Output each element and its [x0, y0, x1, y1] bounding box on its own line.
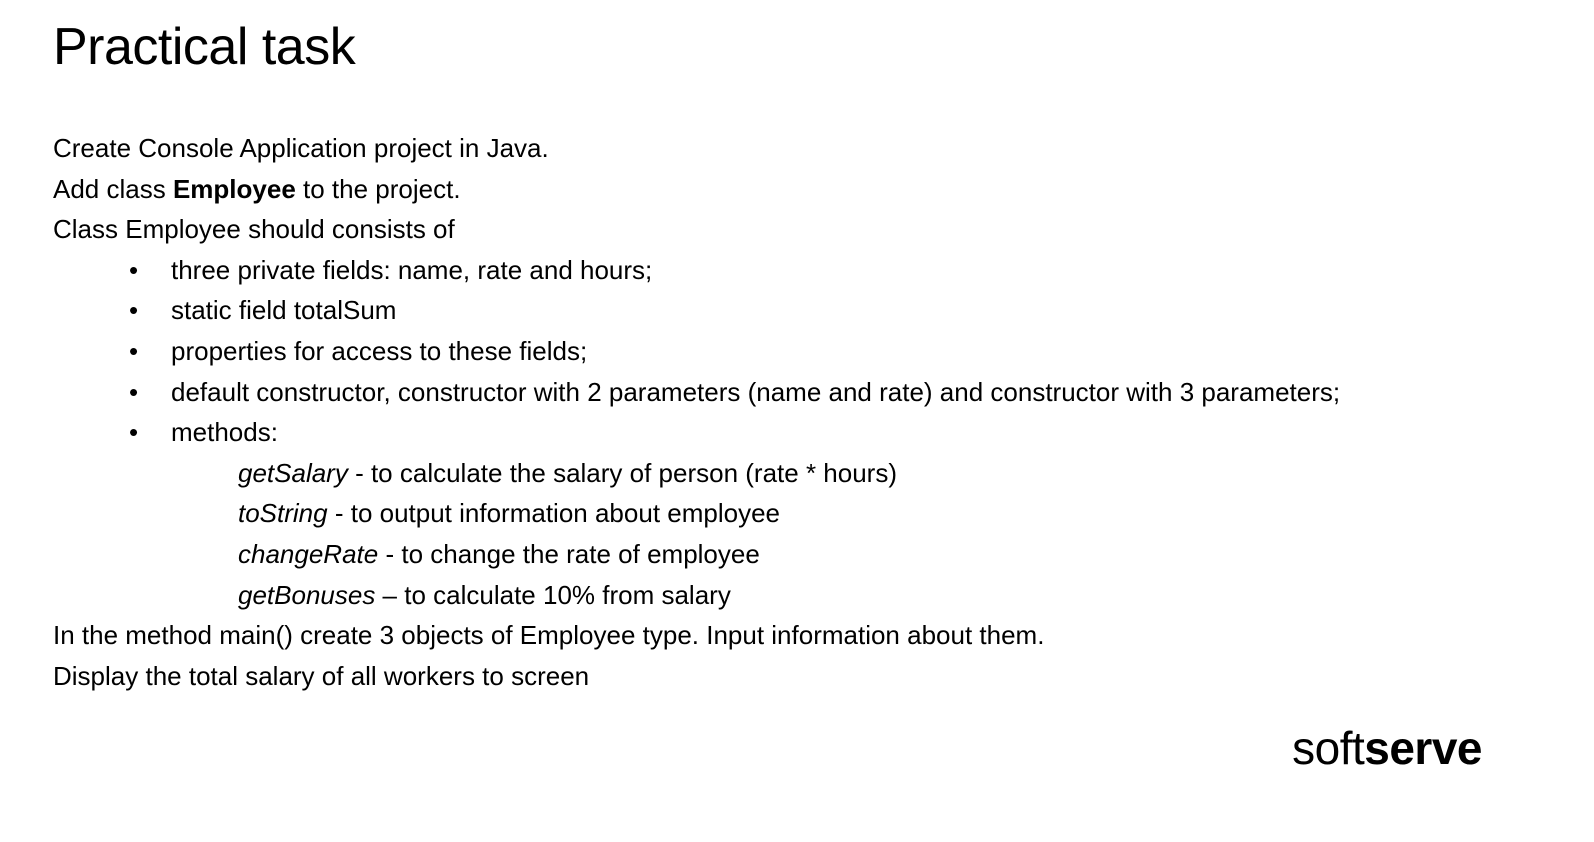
method-name: getSalary — [238, 457, 348, 488]
outro-line-2: Display the total salary of all workers … — [53, 660, 590, 691]
method-item: toString - to output information about e… — [53, 493, 1340, 534]
method-description: - to calculate the salary of person (rat… — [347, 457, 897, 488]
class-name-employee: Employee — [172, 173, 296, 204]
slide-title: Practical task — [53, 18, 356, 76]
bullet-icon: • — [129, 254, 139, 285]
logo-part-serve: serve — [1364, 722, 1482, 774]
outro-line-1: In the method main() create 3 objects of… — [53, 620, 1045, 651]
bullet-item: • three private fields: name, rate and ho… — [53, 250, 1340, 291]
method-item: getSalary - to calculate the salary of p… — [53, 453, 1340, 494]
intro-line-2-post: to the project. — [295, 173, 461, 204]
bullet-text: static field totalSum — [171, 295, 397, 326]
intro-line-3: Class Employee should consists of — [53, 214, 455, 245]
intro-line-2-pre: Add class — [53, 173, 173, 204]
method-description: - to output information about employee — [327, 498, 780, 529]
bullet-icon: • — [129, 335, 139, 366]
bullet-item: • properties for access to these fields; — [53, 331, 1340, 372]
bullet-text: three private fields: name, rate and hou… — [171, 254, 653, 285]
bullet-item: • static field totalSum — [53, 290, 1340, 331]
intro-line-1: Create Console Application project in Ja… — [53, 133, 549, 163]
method-item: getBonuses – to calculate 10% from salar… — [53, 575, 1340, 616]
logo-part-soft: soft — [1292, 722, 1365, 774]
method-name: toString — [238, 498, 328, 529]
bullet-text: properties for access to these fields; — [171, 335, 588, 366]
method-description: - to change the rate of employee — [378, 538, 760, 569]
bullet-icon: • — [129, 376, 139, 407]
method-name: getBonuses — [238, 579, 376, 610]
softserve-logo: softserve — [1292, 718, 1482, 778]
method-name: changeRate — [238, 538, 379, 569]
method-item: changeRate - to change the rate of emplo… — [53, 534, 1340, 575]
bullet-icon: • — [129, 417, 139, 448]
bullet-item: • default constructor, constructor with 2… — [53, 372, 1340, 413]
method-description: – to calculate 10% from salary — [375, 579, 731, 610]
intro-line-2: Add class Employee to the project. — [53, 169, 1340, 210]
bullet-text: default constructor, constructor with 2 … — [171, 376, 1341, 407]
task-description: Create Console Application project in Ja… — [53, 128, 1340, 696]
bullet-item: • methods: — [53, 412, 1340, 453]
bullet-icon: • — [129, 295, 139, 326]
bullet-text: methods: — [171, 417, 278, 448]
